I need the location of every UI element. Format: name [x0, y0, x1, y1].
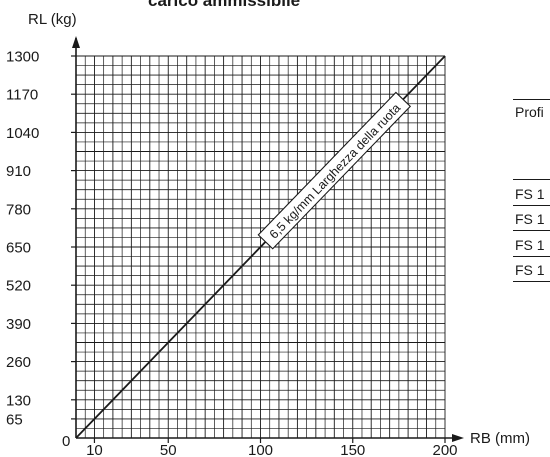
y-tick-label: 780: [6, 201, 31, 218]
x-tick-label: 150: [340, 442, 365, 457]
x-tick-label: 50: [160, 442, 177, 457]
y-tick-label: 910: [6, 163, 31, 180]
origin-label: 0: [62, 433, 70, 450]
side-table-row: FS 1: [515, 186, 545, 202]
series-label-box: [257, 91, 412, 250]
series-label: 6,5 kg/mm Larghezza della ruota: [267, 101, 404, 242]
x-tick-label: 10: [86, 442, 103, 457]
y-tick-label: 65: [6, 411, 23, 428]
y-axis-label: RL (kg): [28, 11, 77, 28]
side-table-row: FS 1: [515, 237, 545, 253]
side-table-rule: [513, 205, 550, 206]
y-tick-label: 1170: [6, 87, 38, 104]
chart-axes: [72, 36, 464, 442]
side-table-rule: [513, 256, 550, 257]
y-tick-label: 650: [6, 240, 31, 257]
chart-title: carico ammissibile: [148, 0, 301, 10]
chart-grid: [76, 55, 446, 438]
side-table: Profi FS 1 FS 1 FS 1 FS 1: [513, 0, 550, 457]
y-tick-label: 520: [6, 278, 31, 295]
side-table-header: Profi: [515, 104, 544, 120]
y-tick-label: 390: [6, 316, 31, 333]
x-axis-arrow: [452, 434, 464, 442]
side-table-row: FS 1: [515, 211, 545, 227]
x-tick-label: 200: [432, 442, 457, 457]
y-tick-label: 260: [6, 354, 31, 371]
chart-ticks: 65 130 260 390 520 650 780 910 1040 1170 1300 10 50 1…: [6, 11, 530, 457]
x-tick-label: 100: [248, 442, 273, 457]
y-tick-label: 1300: [6, 49, 39, 66]
side-table-row: FS 1: [515, 262, 545, 278]
side-table-rule: [513, 281, 550, 282]
side-table-rule: [513, 179, 550, 180]
y-tick-label: 1040: [6, 125, 39, 142]
y-tick-label: 130: [6, 392, 31, 409]
y-axis-arrow: [72, 36, 80, 48]
side-table-rule: [513, 99, 550, 100]
side-table-rule: [513, 230, 550, 231]
x-axis-label: RB (mm): [470, 430, 530, 447]
